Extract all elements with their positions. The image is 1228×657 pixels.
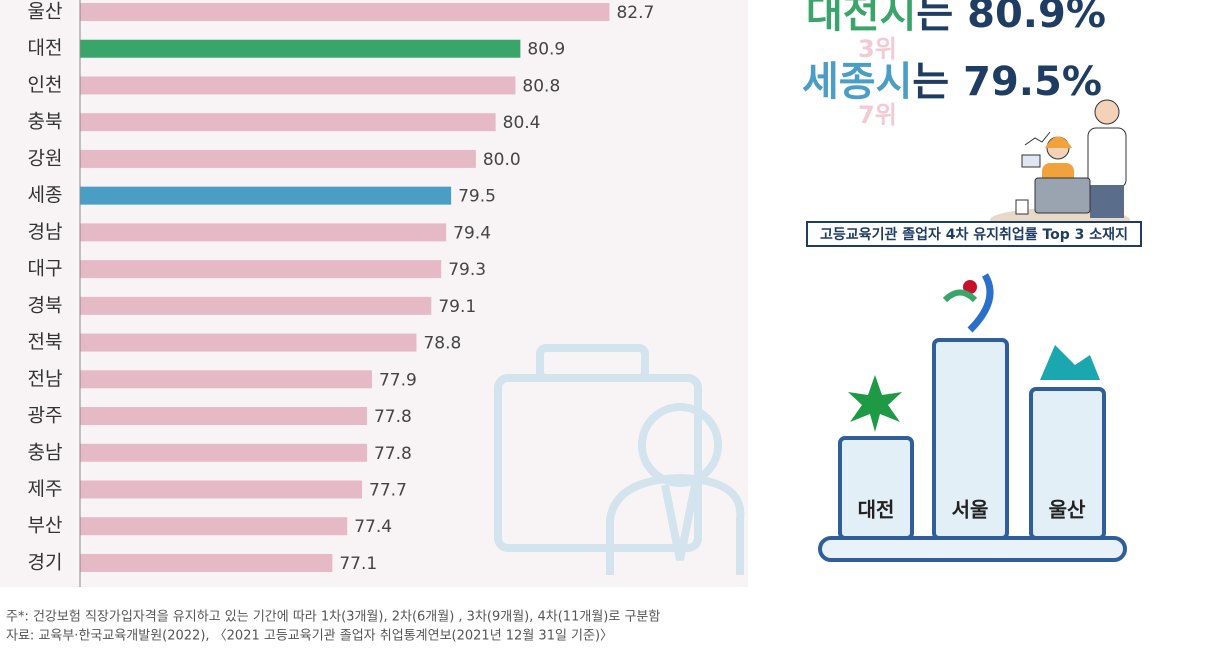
headline: 대전시는 80.9%: [806, 0, 1106, 37]
bar: [80, 260, 441, 278]
category-label: 충북: [28, 111, 63, 133]
bar: [80, 334, 416, 352]
infographic: 울산 82.7 대전 80.9 인천 80.8 충북 80.4 강원 80.0 세종 79.5 경남 79…: [0, 0, 1228, 657]
value-label: 82.7: [616, 3, 654, 23]
category-label: 제주: [28, 478, 63, 500]
category-label: 대구: [28, 258, 63, 280]
value-label: 80.4: [503, 113, 541, 133]
value-label: 80.8: [522, 76, 560, 96]
podium-label: 대전: [858, 498, 895, 522]
category-label: 부산: [28, 515, 63, 537]
footnote: 주*: 건강보험 직장가입자격을 유지하고 있는 기간에 따라 1차(3개월),…: [6, 610, 660, 625]
bar: [80, 150, 476, 168]
value-label: 77.1: [339, 554, 377, 574]
value-label: 79.4: [453, 223, 491, 243]
value-label: 79.1: [438, 297, 476, 317]
bar: [80, 517, 347, 535]
category-label: 경남: [28, 221, 63, 243]
value-label: 77.7: [369, 480, 407, 500]
headline-rest: 는 79.5%: [912, 59, 1102, 105]
value-label: 77.4: [354, 517, 392, 537]
category-label: 강원: [28, 147, 63, 169]
category-label: 광주: [28, 405, 63, 427]
value-label: 79.5: [458, 187, 496, 207]
bar: [80, 297, 431, 315]
bar: [80, 113, 496, 131]
headline: 세종시는 79.5%: [802, 59, 1102, 105]
value-label: 77.8: [374, 444, 412, 464]
headline-highlight: 대전시: [806, 0, 916, 37]
podium-label: 서울: [952, 498, 989, 522]
bar: [80, 187, 451, 205]
source: 자료: 교육부·한국교육개발원(2022), 〈2021 고등교육기관 졸업자 …: [6, 629, 613, 644]
category-label: 인천: [28, 74, 63, 96]
bar: [80, 40, 520, 58]
value-label: 78.8: [423, 334, 461, 354]
value-label: 79.3: [448, 260, 486, 280]
category-label: 울산: [28, 1, 63, 23]
bar: [80, 444, 367, 462]
page: {"chart_data": {"type": "bar", "orientat…: [0, 0, 1228, 657]
category-label: 전북: [28, 331, 63, 353]
value-label: 80.9: [527, 40, 565, 60]
bar: [80, 554, 332, 572]
rank-label: 7위: [858, 101, 897, 129]
category-label: 경북: [28, 294, 63, 316]
category-label: 전남: [28, 368, 63, 390]
bar: [80, 3, 609, 21]
value-label: 80.0: [483, 150, 521, 170]
headline-rest: 는 80.9%: [916, 0, 1106, 37]
category-label: 경기: [28, 551, 63, 573]
bar: [80, 480, 362, 498]
headline-highlight: 세종시: [802, 59, 912, 105]
category-label: 충남: [28, 441, 63, 463]
bar: [80, 370, 372, 388]
bar: [80, 76, 515, 94]
people-illustration: [990, 100, 1130, 232]
category-label: 대전: [28, 37, 63, 59]
bar: [80, 223, 446, 241]
category-label: 세종: [28, 184, 63, 206]
podium-label: 울산: [1049, 498, 1086, 522]
value-label: 77.9: [379, 370, 417, 390]
value-label: 77.8: [374, 407, 412, 427]
bar: [80, 407, 367, 425]
caption: 고등교육기관 졸업자 4차 유지취업률 Top 3 소재지: [820, 226, 1128, 243]
